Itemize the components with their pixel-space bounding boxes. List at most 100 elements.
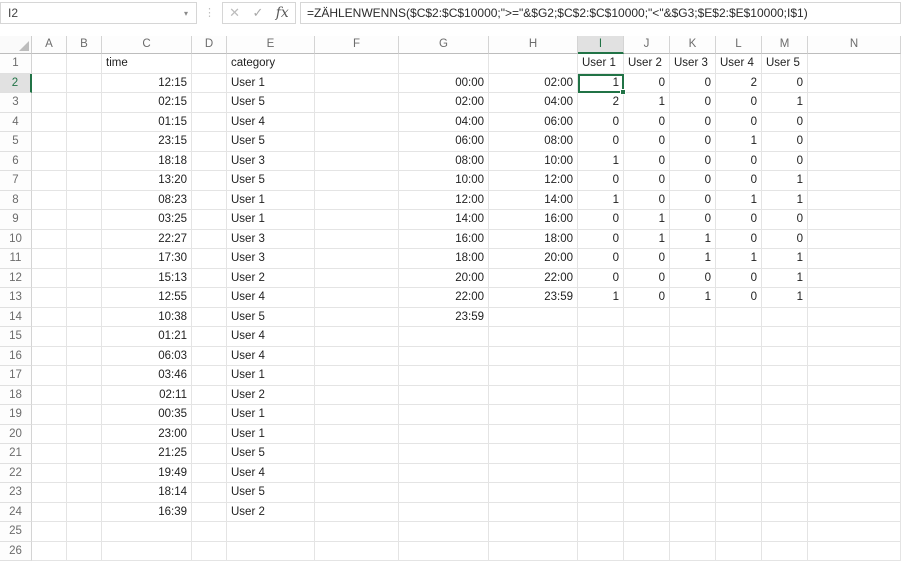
cell-F24[interactable] xyxy=(315,502,399,522)
cell-N23[interactable] xyxy=(808,483,901,503)
column-header-E[interactable]: E xyxy=(227,36,315,54)
cell-A6[interactable] xyxy=(32,151,67,171)
cell-L22[interactable] xyxy=(716,463,762,483)
cell-N10[interactable] xyxy=(808,229,901,249)
cell-F19[interactable] xyxy=(315,405,399,425)
column-header-A[interactable]: A xyxy=(32,36,67,54)
cell-C14[interactable]: 10:38 xyxy=(102,307,192,327)
cell-J5[interactable]: 0 xyxy=(624,132,670,152)
cell-H25[interactable] xyxy=(489,522,578,542)
cell-G12[interactable]: 20:00 xyxy=(399,268,489,288)
cell-B9[interactable] xyxy=(67,210,102,230)
cell-M15[interactable] xyxy=(762,327,808,347)
cell-N24[interactable] xyxy=(808,502,901,522)
cell-F7[interactable] xyxy=(315,171,399,191)
cell-J3[interactable]: 1 xyxy=(624,93,670,113)
cell-K3[interactable]: 0 xyxy=(670,93,716,113)
cell-N1[interactable] xyxy=(808,54,901,74)
cell-M9[interactable]: 0 xyxy=(762,210,808,230)
cell-F16[interactable] xyxy=(315,346,399,366)
cell-E10[interactable]: User 3 xyxy=(227,229,315,249)
cell-H19[interactable] xyxy=(489,405,578,425)
cell-G17[interactable] xyxy=(399,366,489,386)
cell-A23[interactable] xyxy=(32,483,67,503)
cell-I7[interactable]: 0 xyxy=(578,171,624,191)
cell-I24[interactable] xyxy=(578,502,624,522)
cell-J2[interactable]: 0 xyxy=(624,73,670,93)
cell-J12[interactable]: 0 xyxy=(624,268,670,288)
cell-I23[interactable] xyxy=(578,483,624,503)
cell-E2[interactable]: User 1 xyxy=(227,73,315,93)
cell-A10[interactable] xyxy=(32,229,67,249)
cell-D26[interactable] xyxy=(192,541,227,561)
cell-D3[interactable] xyxy=(192,93,227,113)
row-header-2[interactable]: 2 xyxy=(0,73,32,93)
cell-K18[interactable] xyxy=(670,385,716,405)
cell-I14[interactable] xyxy=(578,307,624,327)
cell-E12[interactable]: User 2 xyxy=(227,268,315,288)
cell-G10[interactable]: 16:00 xyxy=(399,229,489,249)
cell-D6[interactable] xyxy=(192,151,227,171)
cell-A5[interactable] xyxy=(32,132,67,152)
cell-N17[interactable] xyxy=(808,366,901,386)
cell-C21[interactable]: 21:25 xyxy=(102,444,192,464)
cell-I3[interactable]: 2 xyxy=(578,93,624,113)
cell-L15[interactable] xyxy=(716,327,762,347)
cell-I18[interactable] xyxy=(578,385,624,405)
cell-H26[interactable] xyxy=(489,541,578,561)
cell-N21[interactable] xyxy=(808,444,901,464)
cell-H7[interactable]: 12:00 xyxy=(489,171,578,191)
cell-K2[interactable]: 0 xyxy=(670,73,716,93)
cell-L26[interactable] xyxy=(716,541,762,561)
cell-C5[interactable]: 23:15 xyxy=(102,132,192,152)
cell-M19[interactable] xyxy=(762,405,808,425)
cell-E14[interactable]: User 5 xyxy=(227,307,315,327)
row-header-9[interactable]: 9 xyxy=(0,210,32,230)
cell-C13[interactable]: 12:55 xyxy=(102,288,192,308)
cell-E23[interactable]: User 5 xyxy=(227,483,315,503)
cell-G9[interactable]: 14:00 xyxy=(399,210,489,230)
cell-J24[interactable] xyxy=(624,502,670,522)
column-header-D[interactable]: D xyxy=(192,36,227,54)
cell-A1[interactable] xyxy=(32,54,67,74)
cell-J22[interactable] xyxy=(624,463,670,483)
cell-A20[interactable] xyxy=(32,424,67,444)
cell-J21[interactable] xyxy=(624,444,670,464)
cell-L19[interactable] xyxy=(716,405,762,425)
cell-K16[interactable] xyxy=(670,346,716,366)
cell-B23[interactable] xyxy=(67,483,102,503)
enter-icon[interactable]: ✓ xyxy=(252,5,264,20)
row-header-15[interactable]: 15 xyxy=(0,327,32,347)
cell-E26[interactable] xyxy=(227,541,315,561)
cell-H14[interactable] xyxy=(489,307,578,327)
row-header-16[interactable]: 16 xyxy=(0,346,32,366)
cell-K9[interactable]: 0 xyxy=(670,210,716,230)
cell-H9[interactable]: 16:00 xyxy=(489,210,578,230)
cell-D20[interactable] xyxy=(192,424,227,444)
column-header-I[interactable]: I xyxy=(578,36,624,54)
cell-B2[interactable] xyxy=(67,73,102,93)
cell-L7[interactable]: 0 xyxy=(716,171,762,191)
cell-F17[interactable] xyxy=(315,366,399,386)
cell-G20[interactable] xyxy=(399,424,489,444)
cell-I22[interactable] xyxy=(578,463,624,483)
row-header-25[interactable]: 25 xyxy=(0,522,32,542)
cell-B6[interactable] xyxy=(67,151,102,171)
cell-H20[interactable] xyxy=(489,424,578,444)
cell-J1[interactable]: User 2 xyxy=(624,54,670,74)
cell-E5[interactable]: User 5 xyxy=(227,132,315,152)
cell-N2[interactable] xyxy=(808,73,901,93)
cell-J17[interactable] xyxy=(624,366,670,386)
cell-H5[interactable]: 08:00 xyxy=(489,132,578,152)
cell-G15[interactable] xyxy=(399,327,489,347)
cell-K23[interactable] xyxy=(670,483,716,503)
cell-D2[interactable] xyxy=(192,73,227,93)
cell-B16[interactable] xyxy=(67,346,102,366)
cell-N5[interactable] xyxy=(808,132,901,152)
cell-G19[interactable] xyxy=(399,405,489,425)
cell-K22[interactable] xyxy=(670,463,716,483)
cell-K20[interactable] xyxy=(670,424,716,444)
cell-N15[interactable] xyxy=(808,327,901,347)
row-header-6[interactable]: 6 xyxy=(0,151,32,171)
cell-A11[interactable] xyxy=(32,249,67,269)
